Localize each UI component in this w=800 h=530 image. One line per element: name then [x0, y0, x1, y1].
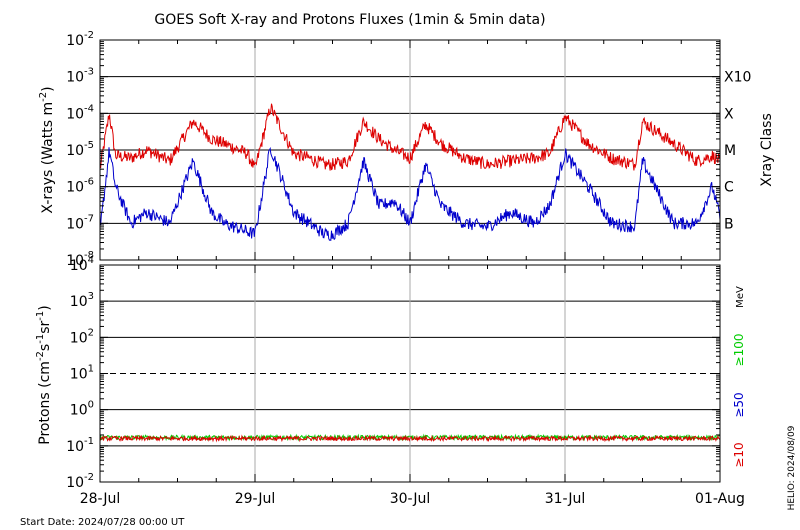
xray-class-label-x10: X10: [724, 70, 751, 86]
proton-y-axis-label: Protons (cm-2s-1sr-1): [35, 305, 53, 444]
chart-title: GOES Soft X-ray and Protons Fluxes (1min…: [154, 12, 545, 28]
proton-y-ticks: 10-2 10-1 100 101 102 103 104: [66, 255, 720, 491]
xray-ylabel-close: ): [40, 86, 56, 91]
proton-energy-labels: ≥100 ≥50 ≥10: [732, 334, 746, 468]
proton-series-0: [99, 433, 721, 442]
xray-ytick-label-1: 10-7: [66, 213, 94, 232]
xray-ytick-label-4: 10-4: [66, 103, 94, 122]
proton-ylabel-mid: s: [37, 344, 53, 351]
x-tick-label-3: 31-Jul: [545, 491, 586, 507]
x-tick-label-4: 01-Aug: [695, 491, 745, 507]
helio-credit-label: HELIO: 2024/08/09: [787, 425, 797, 510]
proton-energy-label-0: ≥100: [732, 334, 746, 367]
proton-ytick-label-1: 10-1: [66, 436, 94, 455]
proton-energy-label-2: ≥10: [732, 442, 746, 467]
proton-ylabel-base: Protons (cm: [37, 361, 53, 445]
proton-ytick-label-6: 104: [70, 255, 94, 274]
proton-unit-label: MeV: [735, 286, 746, 308]
xray-ytick-label-0: 10-8: [66, 250, 94, 269]
proton-day-gridlines: [254, 265, 566, 482]
proton-ytick-label-5: 103: [70, 291, 94, 310]
x-tick-label-1: 29-Jul: [235, 491, 276, 507]
xray-class-labels: B C M X X10: [724, 70, 751, 233]
proton-panel: 10-2 10-1 100 101 102 103 104 MeV ≥100 ≥50 ≥10 P…: [35, 255, 746, 491]
proton-series-1: [99, 434, 721, 443]
proton-energy-label-1: ≥50: [732, 392, 746, 417]
proton-ylabel-close: ): [37, 305, 53, 310]
start-date-label: Start Date: 2024/07/28 00:00 UT: [20, 517, 185, 528]
proton-ylabel-exp3: -1: [35, 311, 46, 321]
proton-ylabel-tail: sr: [37, 320, 53, 333]
xray-series-1: [99, 146, 721, 242]
xray-class-label-b: B: [724, 216, 734, 232]
xray-y-ticks: 10-8 10-7 10-6 10-5 10-4 10-3 10-2: [66, 30, 720, 269]
xray-class-label-c: C: [724, 180, 734, 196]
xray-class-axis-title: Xray Class: [759, 113, 775, 187]
proton-ytick-label-2: 100: [70, 400, 94, 419]
proton-series-group: [99, 433, 721, 443]
proton-ytick-label-0: 10-2: [66, 472, 94, 491]
xray-ylabel-base: X-rays (Watts m: [40, 102, 56, 214]
x-tick-label-0: 28-Jul: [80, 491, 121, 507]
proton-ylabel-exp2: -1: [35, 334, 46, 344]
xray-series-0: [99, 103, 721, 171]
proton-ylabel-exp1: -2: [35, 351, 46, 361]
xray-ytick-label-3: 10-5: [66, 140, 94, 159]
xray-panel: 10-8 10-7 10-6 10-5 10-4 10-3 10-2 B C M X X10 Xra…: [38, 30, 775, 269]
xray-day-gridlines: [254, 40, 566, 260]
xray-ytick-label-6: 10-2: [66, 30, 94, 49]
xray-class-label-x: X: [724, 106, 734, 122]
proton-ytick-label-3: 101: [70, 364, 94, 383]
proton-ytick-label-4: 102: [70, 327, 94, 346]
xray-y-axis-label: X-rays (Watts m-2): [38, 86, 56, 213]
xray-ytick-label-2: 10-6: [66, 177, 94, 196]
xray-series-group: [99, 103, 721, 242]
xray-ylabel-exp: -2: [38, 92, 49, 102]
x-tick-label-2: 30-Jul: [390, 491, 431, 507]
xray-class-label-m: M: [724, 143, 736, 159]
x-axis-ticks: 28-Jul 29-Jul 30-Jul 31-Jul 01-Aug: [80, 40, 745, 507]
xray-ytick-label-5: 10-3: [66, 67, 94, 86]
